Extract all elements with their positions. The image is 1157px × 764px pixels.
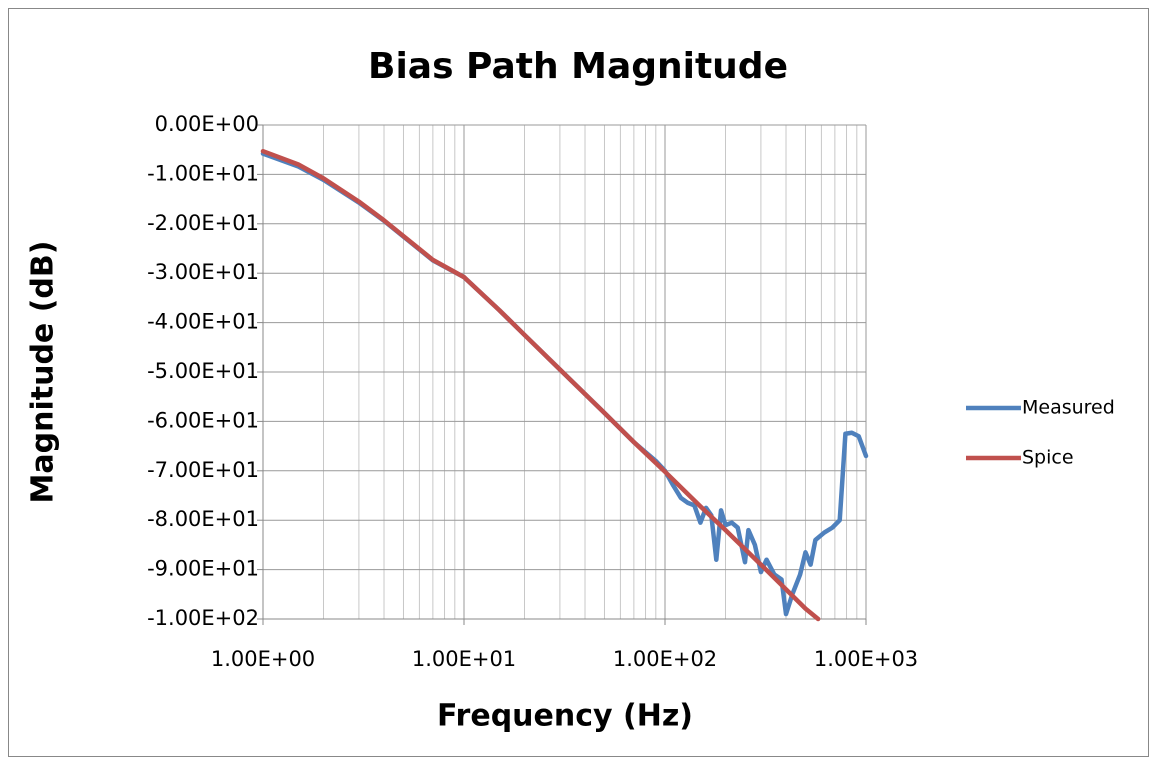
chart-title: Bias Path Magnitude [368,46,788,87]
series-line [260,148,821,622]
y-tick-label: -7.00E+01 [147,458,259,482]
x-tick-label: 1.00E+01 [412,647,516,671]
legend-label: Spice [1022,447,1074,469]
x-tick-label: 1.00E+02 [613,647,717,671]
y-tick-label: -4.00E+01 [147,310,259,334]
chart-border [8,8,1149,757]
y-tick-label: -1.00E+02 [147,606,259,630]
y-tick-label: -2.00E+01 [147,211,259,235]
y-tick-label: -1.00E+01 [147,161,259,185]
y-tick-label: 0.00E+00 [155,112,259,136]
y-tick-label: -6.00E+01 [147,408,259,432]
x-tick-label: 1.00E+00 [211,647,315,671]
y-tick-label: -5.00E+01 [147,359,259,383]
y-tick-label: -9.00E+01 [147,557,259,581]
y-tick-label: -8.00E+01 [147,507,259,531]
x-tick-label: 1.00E+03 [814,647,918,671]
y-axis-title: Magnitude (dB) [26,241,61,504]
y-tick-label: -3.00E+01 [147,260,259,284]
x-axis-title: Frequency (Hz) [437,699,693,734]
legend-label: Measured [1022,397,1115,419]
